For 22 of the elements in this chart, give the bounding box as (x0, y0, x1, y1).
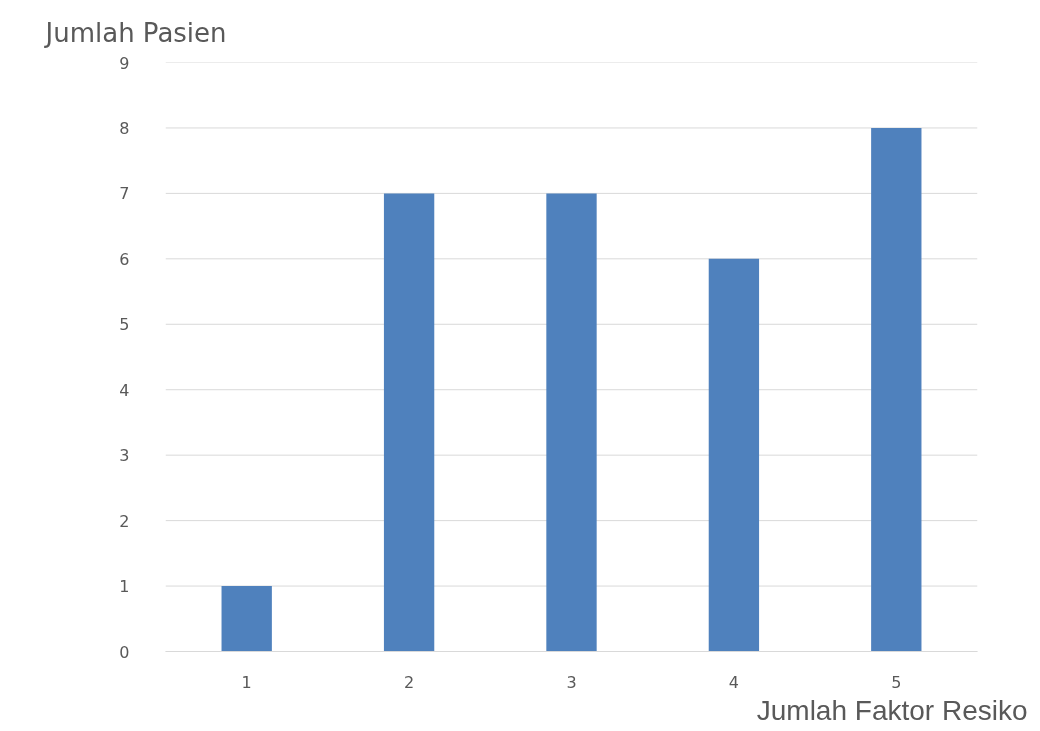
x-tick-label: 3 (566, 672, 577, 692)
y-tick-label: 7 (119, 184, 130, 204)
y-tick-label: 3 (119, 446, 130, 466)
bar (221, 586, 272, 652)
y-tick-label: 1 (119, 577, 130, 597)
x-tick-label: 4 (728, 672, 739, 692)
x-axis-title: Jumlah Faktor Resiko (756, 695, 1028, 726)
y-tick-label: 9 (119, 53, 130, 73)
y-tick-label: 0 (119, 642, 130, 662)
y-tick-label: 8 (119, 118, 130, 138)
y-tick-label: 4 (119, 380, 130, 400)
x-tick-label: 2 (404, 672, 415, 692)
y-tick-label: 5 (119, 315, 130, 335)
y-tick-label: 6 (119, 249, 130, 269)
y-tick-label: 2 (119, 511, 130, 531)
bar (871, 127, 922, 652)
bar (708, 258, 760, 652)
y-axis-title: Jumlah Pasien (43, 17, 227, 48)
x-tick-label: 5 (891, 672, 902, 692)
bar (383, 193, 435, 652)
x-tick-label: 1 (241, 672, 252, 692)
bar (546, 193, 597, 652)
